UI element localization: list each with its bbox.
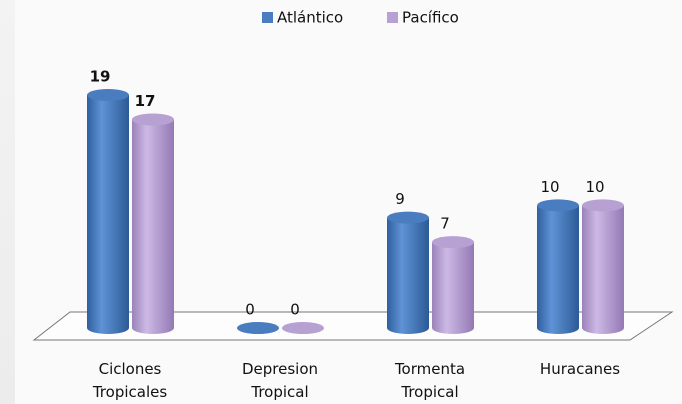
bar-top xyxy=(132,113,174,126)
legend-swatch xyxy=(262,12,273,23)
bar xyxy=(582,205,624,334)
bar xyxy=(132,119,174,334)
x-tick-label: Ciclones Tropicales xyxy=(92,360,168,401)
data-label: 0 xyxy=(290,301,300,319)
data-label: 17 xyxy=(135,92,156,110)
data-label: 9 xyxy=(395,190,405,208)
bar xyxy=(87,95,129,334)
bar xyxy=(387,217,429,334)
data-label: 10 xyxy=(585,178,604,196)
bar-top xyxy=(87,89,129,101)
legend-swatch xyxy=(387,12,398,23)
data-label: 0 xyxy=(245,301,255,319)
legend-label: Pacífico xyxy=(402,9,459,27)
bar-top xyxy=(237,322,279,334)
bar-top xyxy=(582,199,624,212)
bar-top xyxy=(432,236,474,249)
data-label: 10 xyxy=(540,178,559,196)
data-label: 7 xyxy=(440,215,450,233)
data-label: 19 xyxy=(90,68,111,86)
x-tick-label: Huracanes xyxy=(539,360,621,378)
x-tick-label: Tormenta Tropical xyxy=(394,360,466,401)
x-tick-label: Depresion Tropical xyxy=(241,360,319,401)
bar-top xyxy=(282,322,324,334)
legend-label: Atlántico xyxy=(277,9,343,27)
bar xyxy=(432,242,474,334)
bar-top xyxy=(387,211,429,224)
bar xyxy=(537,205,579,334)
bar-top xyxy=(537,199,579,212)
